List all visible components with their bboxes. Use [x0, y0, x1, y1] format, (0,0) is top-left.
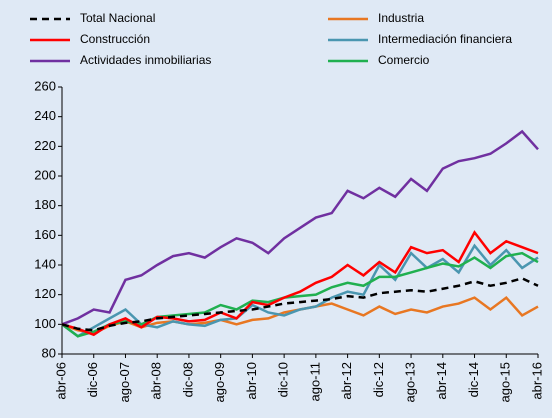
x-tick-label: dic-08 — [180, 362, 195, 397]
x-tick-label: abr-14 — [434, 362, 449, 400]
legend-label: Comercio — [378, 53, 430, 67]
y-tick-label: 200 — [34, 167, 56, 182]
legend-label: Actividades inmobiliarias — [80, 53, 211, 67]
y-tick-label: 260 — [34, 78, 56, 93]
y-tick-label: 120 — [34, 286, 56, 301]
x-tick-label: ago-07 — [117, 362, 132, 402]
y-tick-label: 80 — [42, 345, 56, 360]
y-tick-label: 220 — [34, 138, 56, 153]
legend-label: Construcción — [80, 32, 150, 46]
x-tick-label: dic-10 — [276, 362, 291, 397]
x-tick-label: ago-11 — [307, 362, 322, 402]
series-line — [61, 230, 539, 337]
x-tick-label: dic-06 — [85, 362, 100, 397]
series-line — [61, 277, 539, 332]
x-tick-label: abr-10 — [244, 362, 259, 400]
x-tick-label: abr-06 — [53, 362, 68, 400]
legend-label: Industria — [378, 11, 424, 25]
y-tick-label: 160 — [34, 227, 56, 242]
y-tick-label: 180 — [34, 197, 56, 212]
series-line — [61, 251, 539, 338]
x-tick-label: abr-08 — [149, 362, 164, 400]
legend-label: Total Nacional — [80, 11, 155, 25]
x-tick-label: abr-16 — [529, 362, 544, 400]
x-tick-label: ago-13 — [403, 362, 418, 402]
x-tick-label: ago-09 — [212, 362, 227, 402]
y-tick-label: 240 — [34, 108, 56, 123]
x-tick-label: dic-12 — [371, 362, 386, 397]
x-tick-label: ago-15 — [498, 362, 513, 402]
y-tick-label: 100 — [34, 316, 56, 331]
x-tick-label: abr-12 — [339, 362, 354, 400]
x-tick-label: dic-14 — [466, 362, 481, 397]
y-tick-label: 140 — [34, 256, 56, 271]
legend-label: Intermediación financiera — [378, 32, 512, 46]
series-line — [61, 129, 539, 326]
